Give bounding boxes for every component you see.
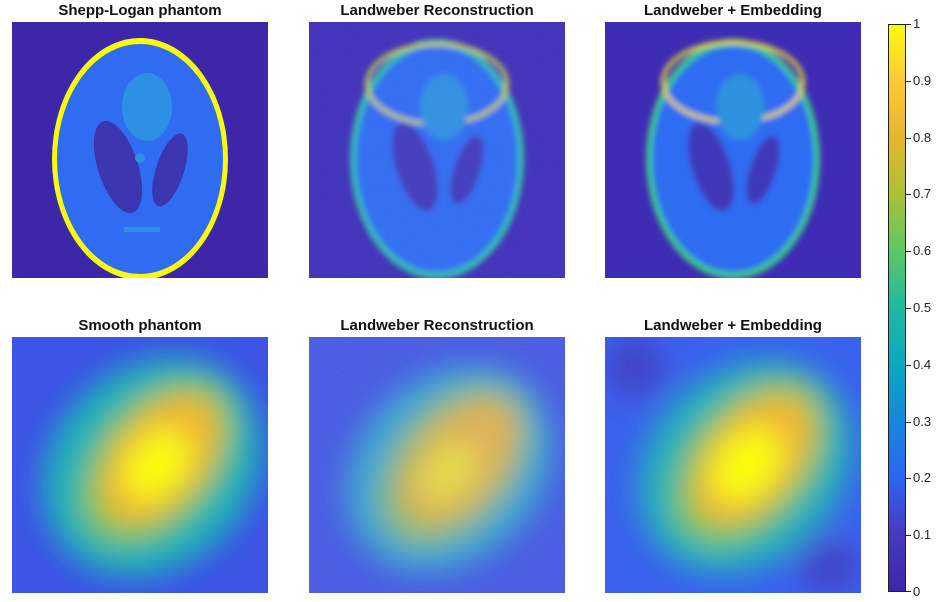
colorbar-tick-label: 0.3: [913, 413, 932, 429]
colorbar-tick-mark: [906, 194, 911, 196]
landweber-embedding-smooth-image: [605, 337, 861, 593]
colorbar-tick-label: 0: [913, 584, 921, 599]
colorbar-tick-mark: [906, 421, 911, 423]
colorbar-tick-label: 0.4: [913, 356, 932, 372]
colorbar-tick-mark: [906, 251, 911, 253]
colorbar-tick-label: 0.7: [913, 186, 932, 202]
landweber-embedding-shepp-image: [605, 22, 861, 278]
landweber-reconstruction-shepp-image: [309, 22, 565, 278]
colorbar-tick-mark: [906, 308, 911, 309]
panel-title-landweber-2: Landweber Reconstruction: [340, 317, 534, 334]
colorbar-tick-label: 0.6: [913, 243, 932, 259]
panel-title-smooth-phantom: Smooth phantom: [78, 317, 202, 334]
landweber-reconstruction-smooth-image: [309, 337, 565, 593]
colorbar-tick-label: 1: [913, 16, 921, 31]
colorbar-tick-mark: [906, 80, 911, 82]
colorbar-tick-label: 0.8: [913, 129, 932, 145]
colorbar-tick-label: 0.5: [913, 300, 932, 315]
colorbar-tick-mark: [906, 137, 911, 139]
smooth-phantom-image: [12, 337, 268, 593]
colorbar-tick-mark: [906, 364, 911, 366]
colorbar-tick-mark: [906, 535, 911, 537]
panel-title-shepp-logan: Shepp-Logan phantom: [58, 2, 222, 19]
colorbar-tick-mark: [906, 478, 911, 480]
colorbar-tick-label: 0.9: [913, 72, 932, 88]
panel-title-embedding-1: Landweber + Embedding: [644, 2, 822, 19]
panel-title-landweber-1: Landweber Reconstruction: [340, 2, 534, 19]
colorbar-tick-mark: [906, 24, 911, 25]
colorbar: [888, 24, 906, 592]
colorbar-tick-label: 0.1: [913, 527, 932, 543]
colorbar-tick-mark: [906, 591, 911, 592]
panel-title-embedding-2: Landweber + Embedding: [644, 317, 822, 334]
shepp-logan-phantom-image: [12, 22, 268, 278]
colorbar-tick-label: 0.2: [913, 470, 932, 486]
